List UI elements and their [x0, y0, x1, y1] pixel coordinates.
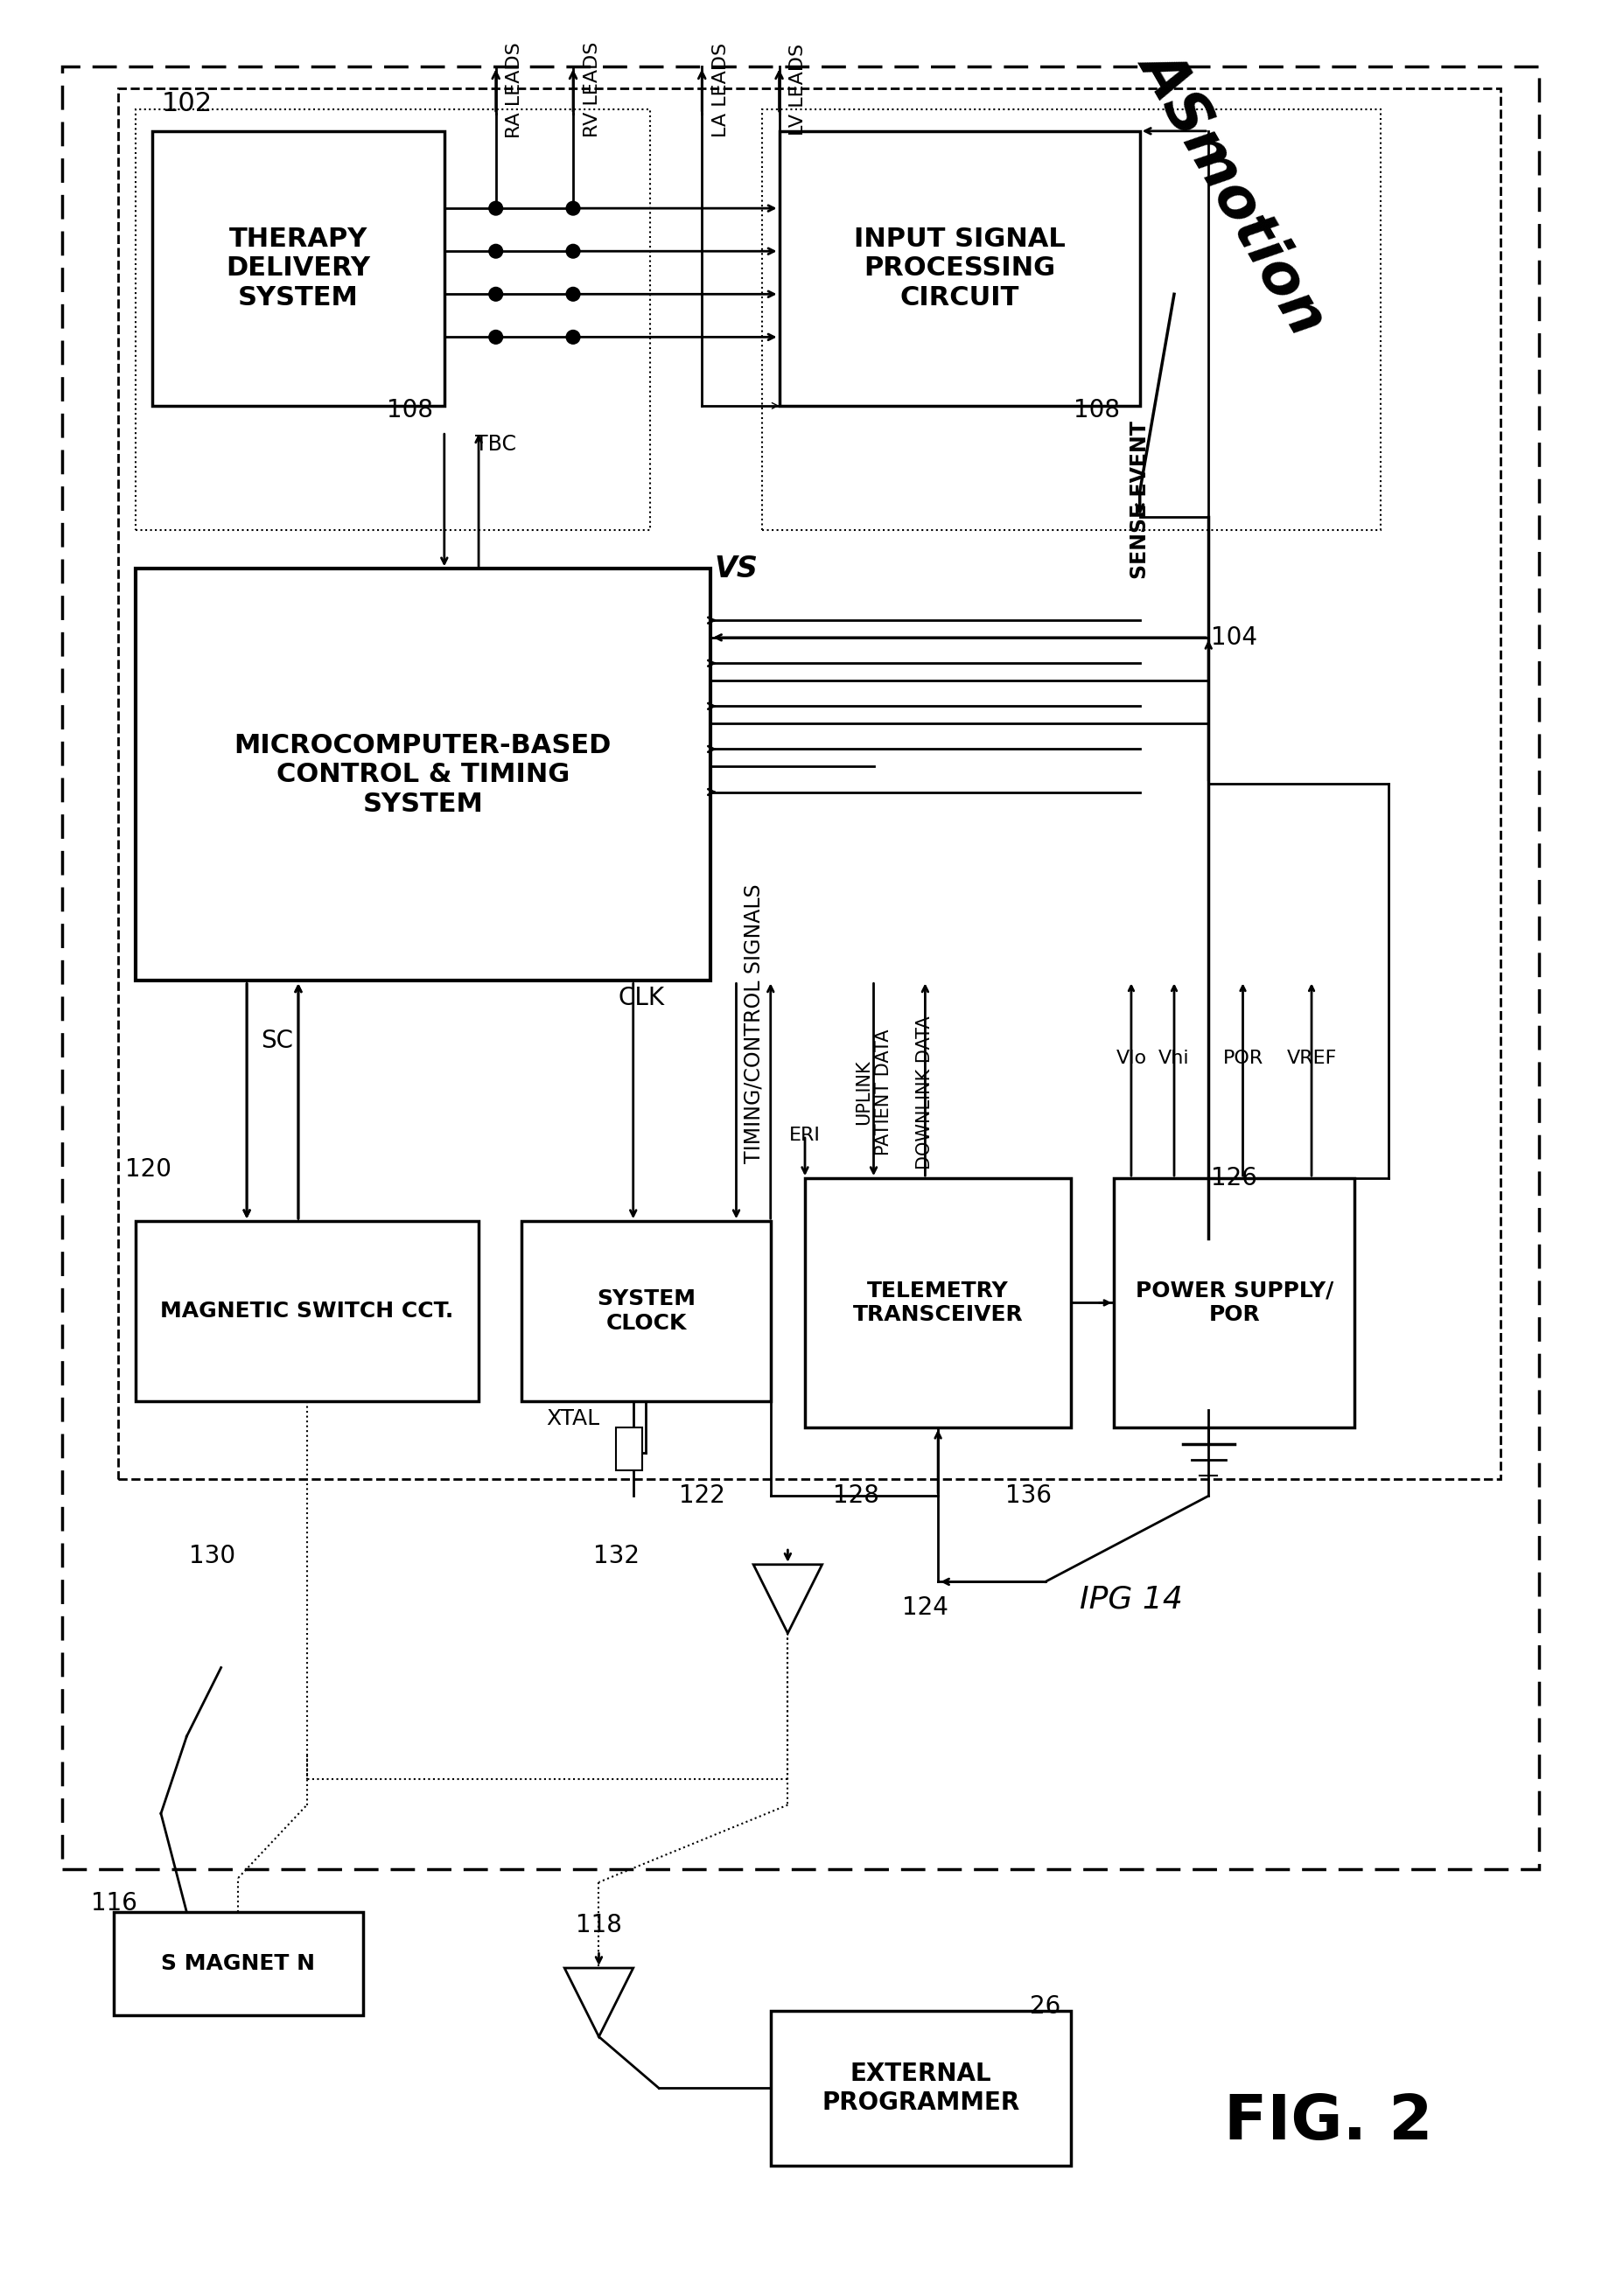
Text: SC: SC — [261, 1029, 293, 1054]
Text: FIG. 2: FIG. 2 — [1224, 2092, 1432, 2154]
Text: 132: 132 — [592, 1543, 639, 1568]
Text: Vlo: Vlo — [1115, 1049, 1146, 1068]
Bar — [771, 2011, 1070, 2165]
Bar — [153, 131, 444, 406]
Text: 128: 128 — [833, 1483, 879, 1508]
Bar — [1113, 1178, 1353, 1428]
Circle shape — [489, 287, 502, 301]
Polygon shape — [565, 1968, 632, 2037]
Bar — [521, 1221, 771, 1401]
Text: INPUT SIGNAL
PROCESSING
CIRCUIT: INPUT SIGNAL PROCESSING CIRCUIT — [853, 227, 1065, 310]
Text: DOWNLINK DATA: DOWNLINK DATA — [916, 1015, 933, 1169]
Text: 26: 26 — [1030, 1995, 1060, 2018]
Circle shape — [566, 331, 579, 344]
Bar — [135, 569, 710, 980]
Text: 124: 124 — [901, 1596, 948, 1619]
Text: 122: 122 — [679, 1483, 724, 1508]
Text: 130: 130 — [190, 1543, 235, 1568]
Text: 108: 108 — [1073, 397, 1120, 422]
Circle shape — [566, 202, 579, 216]
Bar — [117, 87, 1500, 1479]
Text: VS: VS — [714, 553, 758, 583]
Text: S MAGNET N: S MAGNET N — [161, 1954, 315, 1975]
Text: 102: 102 — [161, 92, 212, 117]
Bar — [135, 1221, 478, 1401]
Bar — [761, 110, 1379, 530]
Circle shape — [489, 243, 502, 257]
Text: POWER SUPPLY/
POR: POWER SUPPLY/ POR — [1134, 1281, 1332, 1325]
Circle shape — [489, 331, 502, 344]
Text: UPLINK
PATIENT DATA: UPLINK PATIENT DATA — [854, 1029, 891, 1155]
Bar — [616, 1428, 642, 1469]
Text: ASmotion: ASmotion — [1130, 39, 1337, 342]
Bar — [114, 1913, 362, 2016]
Text: LA LEADS: LA LEADS — [711, 44, 729, 138]
Bar — [779, 131, 1139, 406]
Text: SYSTEM
CLOCK: SYSTEM CLOCK — [597, 1288, 695, 1334]
Text: RV LEADS: RV LEADS — [582, 41, 600, 138]
Text: THERAPY
DELIVERY
SYSTEM: THERAPY DELIVERY SYSTEM — [225, 227, 370, 310]
Text: LV LEADS: LV LEADS — [788, 44, 806, 135]
Text: TELEMETRY
TRANSCEIVER: TELEMETRY TRANSCEIVER — [853, 1281, 1023, 1325]
Text: 108: 108 — [386, 397, 433, 422]
Text: 104: 104 — [1210, 625, 1257, 650]
Text: TBC: TBC — [475, 434, 516, 455]
Text: TIMING/CONTROL SIGNALS: TIMING/CONTROL SIGNALS — [742, 884, 764, 1164]
Circle shape — [489, 202, 502, 216]
Text: XTAL: XTAL — [545, 1407, 600, 1428]
Text: 120: 120 — [126, 1157, 171, 1182]
Polygon shape — [753, 1564, 822, 1632]
Circle shape — [566, 287, 579, 301]
Text: 126: 126 — [1210, 1166, 1257, 1192]
Circle shape — [566, 243, 579, 257]
Text: 116: 116 — [90, 1892, 137, 1915]
Text: SENSE EVENT: SENSE EVENT — [1128, 420, 1150, 579]
Text: MICROCOMPUTER-BASED
CONTROL & TIMING
SYSTEM: MICROCOMPUTER-BASED CONTROL & TIMING SYS… — [233, 732, 611, 817]
Text: EXTERNAL
PROGRAMMER: EXTERNAL PROGRAMMER — [822, 2062, 1018, 2115]
Bar — [63, 67, 1538, 1869]
Text: Vhi: Vhi — [1158, 1049, 1189, 1068]
Text: ERI: ERI — [788, 1127, 821, 1143]
Text: 118: 118 — [576, 1913, 621, 1938]
Text: 136: 136 — [1004, 1483, 1051, 1508]
Text: IPG 14: IPG 14 — [1080, 1584, 1183, 1614]
Text: CLK: CLK — [618, 985, 665, 1010]
Bar — [804, 1178, 1070, 1428]
Bar — [135, 110, 650, 530]
Text: RA LEADS: RA LEADS — [505, 41, 523, 138]
Text: VREF: VREF — [1286, 1049, 1335, 1068]
Text: MAGNETIC SWITCH CCT.: MAGNETIC SWITCH CCT. — [161, 1302, 454, 1322]
Text: POR: POR — [1221, 1049, 1263, 1068]
